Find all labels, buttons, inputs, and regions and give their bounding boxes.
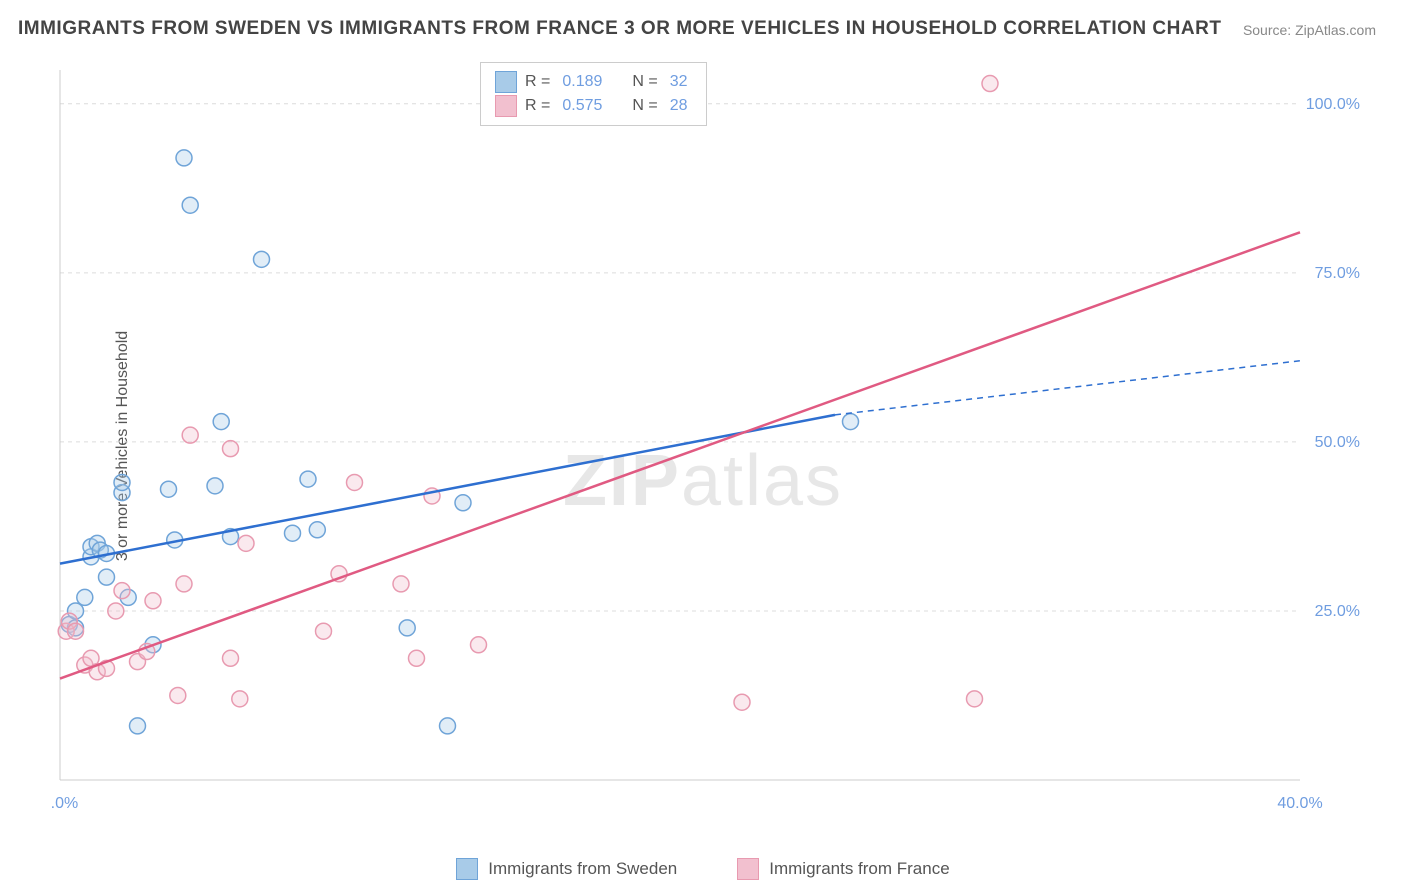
- svg-text:50.0%: 50.0%: [1315, 434, 1360, 451]
- n-label: N =: [632, 97, 657, 115]
- n-label: N =: [632, 73, 657, 91]
- bottom-legend: Immigrants from Sweden Immigrants from F…: [0, 858, 1406, 880]
- r-label: R =: [525, 73, 550, 91]
- chart-svg: 25.0% 50.0% 75.0% 100.0% 0.0% 40.0%: [50, 60, 1370, 830]
- swatch-sweden: [495, 71, 517, 93]
- source-label: Source: ZipAtlas.com: [1243, 22, 1376, 38]
- n-value-sweden: 32: [670, 73, 688, 91]
- legend-item-sweden: Immigrants from Sweden: [456, 858, 677, 880]
- swatch-sweden: [456, 858, 478, 880]
- svg-text:100.0%: 100.0%: [1306, 96, 1360, 113]
- svg-text:25.0%: 25.0%: [1315, 603, 1360, 620]
- r-value-france: 0.575: [562, 97, 602, 115]
- svg-text:40.0%: 40.0%: [1277, 795, 1322, 812]
- svg-text:75.0%: 75.0%: [1315, 265, 1360, 282]
- r-label: R =: [525, 97, 550, 115]
- chart-title: IMMIGRANTS FROM SWEDEN VS IMMIGRANTS FRO…: [18, 18, 1221, 40]
- swatch-france: [495, 95, 517, 117]
- scatter-plot: 25.0% 50.0% 75.0% 100.0% 0.0% 40.0%: [50, 60, 1370, 830]
- n-value-france: 28: [670, 97, 688, 115]
- svg-text:0.0%: 0.0%: [50, 795, 78, 812]
- legend-label-sweden: Immigrants from Sweden: [488, 859, 677, 879]
- legend-row-sweden: R = 0.189 N = 32: [495, 71, 692, 93]
- swatch-france: [737, 858, 759, 880]
- r-value-sweden: 0.189: [562, 73, 602, 91]
- legend-row-france: R = 0.575 N = 28: [495, 95, 692, 117]
- stats-legend: R = 0.189 N = 32 R = 0.575 N = 28: [480, 62, 707, 126]
- legend-item-france: Immigrants from France: [737, 858, 949, 880]
- legend-label-france: Immigrants from France: [769, 859, 949, 879]
